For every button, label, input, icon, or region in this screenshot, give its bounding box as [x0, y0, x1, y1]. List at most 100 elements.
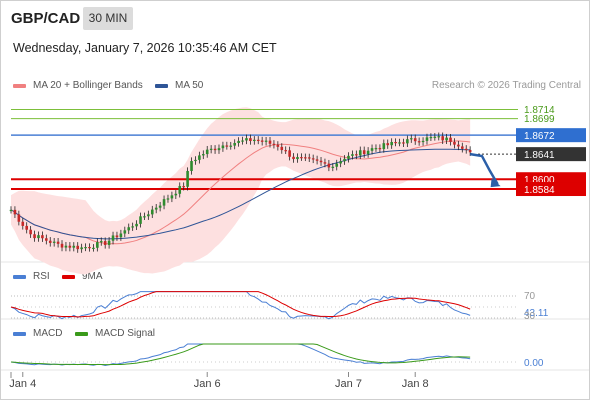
- projection-arrow: [469, 152, 499, 185]
- candle-body: [413, 138, 417, 142]
- candle-body: [154, 207, 158, 210]
- candle-body: [445, 137, 448, 141]
- research-credit: Research © 2026 Trading Central: [431, 80, 581, 91]
- candle-body: [241, 140, 244, 142]
- candle-body: [406, 139, 409, 144]
- candle-body: [331, 166, 335, 168]
- level-label-bg: [516, 147, 586, 162]
- candle-body: [88, 247, 91, 249]
- candle-body: [170, 195, 174, 199]
- candle-body: [198, 155, 201, 160]
- candle-body: [143, 216, 146, 218]
- legend-ma20-label: MA 20 + Bollinger Bands: [33, 80, 143, 91]
- legend-macd-signal-label: MACD Signal: [95, 328, 156, 339]
- candle-body: [386, 143, 390, 146]
- candle-body: [13, 209, 17, 215]
- candle-body: [127, 227, 131, 231]
- candle-body: [139, 216, 142, 224]
- candle-body: [429, 136, 433, 139]
- ma50-swatch: [155, 83, 168, 88]
- candle-body: [72, 245, 76, 248]
- rsi-value-label: 43.11: [524, 308, 549, 319]
- candle-body: [425, 137, 429, 141]
- candle-body: [229, 145, 233, 147]
- candle-body: [394, 141, 397, 144]
- candle-body: [33, 234, 36, 239]
- candle-body: [158, 205, 162, 208]
- candle-body: [272, 143, 276, 145]
- candle-body: [150, 209, 154, 215]
- candle-body: [253, 139, 256, 142]
- candle-body: [41, 235, 44, 239]
- candle-body: [21, 221, 25, 226]
- candle-body: [296, 157, 299, 160]
- projection-arrowhead: [490, 178, 501, 188]
- timeframe-button[interactable]: 30 MIN: [83, 7, 133, 30]
- candle-body: [213, 148, 217, 151]
- legend-macd: MACD: [13, 328, 62, 339]
- candle-body: [304, 157, 307, 159]
- legend-ma50-label: MA 50: [175, 80, 204, 91]
- candle-body: [205, 149, 209, 155]
- candle-body: [166, 198, 170, 200]
- candle-body: [64, 245, 68, 248]
- candle-body: [225, 145, 229, 147]
- rsi-swatch: [13, 274, 26, 279]
- rsi-70-label: 70: [524, 291, 536, 302]
- ma20-line: [10, 140, 471, 245]
- candle-body: [174, 193, 178, 196]
- candle-body: [398, 142, 401, 144]
- candle-body: [449, 137, 452, 142]
- candle-body: [111, 235, 115, 241]
- candle-body: [292, 156, 295, 160]
- candle-body: [17, 214, 21, 222]
- candle-body: [362, 150, 366, 155]
- candle-body: [315, 159, 319, 161]
- candle-body: [217, 148, 221, 151]
- candle-body: [417, 141, 421, 143]
- candle-body: [366, 150, 370, 155]
- candle-body: [45, 238, 48, 241]
- candle-body: [186, 170, 189, 187]
- candle-body: [402, 142, 405, 144]
- candle-body: [115, 235, 119, 238]
- legend-ma20-bollinger: MA 20 + Bollinger Bands: [13, 80, 143, 91]
- legend-9ma-label: 9MA: [82, 271, 103, 282]
- candle-body: [182, 186, 185, 188]
- candle-body: [323, 162, 327, 164]
- datetime-label: Wednesday, January 7, 2026 10:35:46 AM C…: [13, 41, 277, 55]
- candle-body: [347, 155, 350, 159]
- x-axis-label: Jan 8: [402, 378, 429, 390]
- candle-body: [288, 150, 291, 157]
- bollinger-band: [11, 107, 471, 275]
- level-label-bg: [516, 182, 586, 197]
- x-axis-label: Jan 7: [335, 378, 362, 390]
- candle-body: [221, 145, 225, 149]
- candle-body: [52, 241, 56, 243]
- candle-body: [147, 214, 150, 217]
- macd-zero-label: 0.00: [524, 358, 544, 369]
- candle-body: [457, 144, 460, 147]
- candle-body: [355, 154, 358, 156]
- candle-body: [60, 243, 64, 248]
- candle-body: [56, 241, 60, 244]
- candle-body: [37, 235, 40, 239]
- legend-macd-signal: MACD Signal: [75, 328, 155, 339]
- ma50-line: [10, 148, 471, 240]
- candle-body: [119, 233, 123, 238]
- candle-body: [80, 247, 83, 250]
- legend-macd-label: MACD: [33, 328, 63, 339]
- candle-body: [84, 247, 87, 249]
- candle-body: [96, 242, 99, 248]
- level-label: 1.8584: [524, 185, 555, 196]
- candle-body: [29, 229, 32, 235]
- candle-body: [464, 148, 468, 151]
- candle-body: [461, 146, 464, 149]
- candle-body: [103, 241, 107, 245]
- candle-body: [76, 245, 80, 250]
- level-label-bg: [516, 128, 586, 143]
- macd-swatch: [13, 331, 26, 336]
- resistance-label: 1.8714: [524, 105, 555, 116]
- candle-body: [468, 149, 472, 153]
